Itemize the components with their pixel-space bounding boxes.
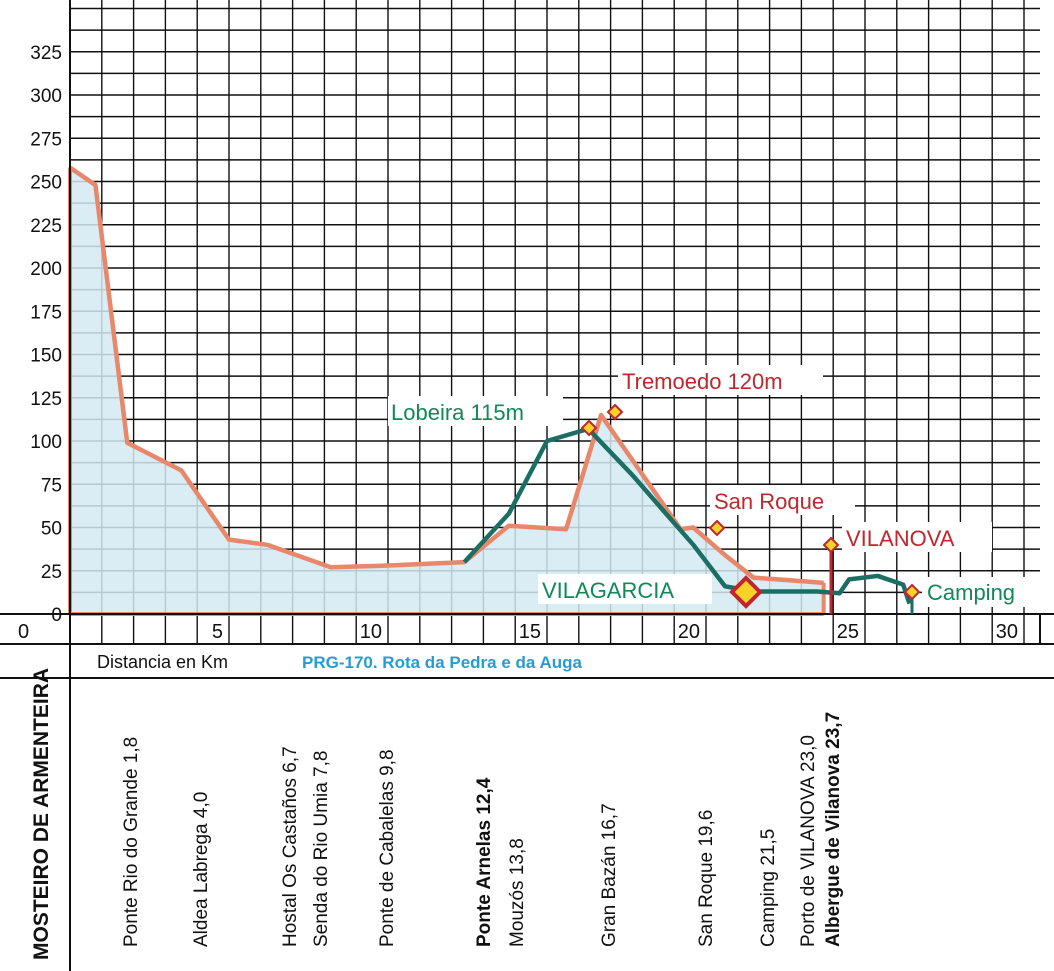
annotation-tremoedo: Tremoedo 120m: [622, 369, 783, 394]
stop-label: Senda do Rio Umia 7,8: [311, 751, 332, 947]
x-tick-label: 25: [837, 621, 859, 643]
annotations: Lobeira 115m Tremoedo 120m San Roque VILANO…: [388, 365, 1042, 614]
annotation-camping: Camping: [927, 580, 1015, 605]
stop-label: Mouzós 13,8: [507, 838, 528, 947]
y-tick-label: 0: [51, 605, 62, 626]
annotation-lobeira: Lobeira 115m: [391, 400, 524, 425]
y-tick-label: 50: [41, 519, 62, 540]
stop-label: Ponte de Cabalelas 9,8: [377, 749, 398, 947]
stop-label: Hostal Os Castaños 6,7: [280, 746, 301, 947]
stop-label: Gran Bazán 16,7: [599, 803, 620, 947]
chart-grid: [69, 0, 1040, 644]
route-stops: Ponte Rio do Grande 1,8 Aldea Labrega 4,0…: [121, 712, 844, 947]
annotation-vilagarcia: VILAGARCIA: [542, 578, 674, 603]
diamond-marker: [606, 403, 624, 421]
y-tick-label: 125: [30, 389, 62, 410]
x-tick-label: 10: [360, 621, 382, 643]
annotation-background: [388, 396, 563, 426]
stop-label: Porto de VILANOVA 23,0: [798, 735, 819, 947]
y-tick-label: 150: [30, 346, 62, 367]
y-tick-label: 175: [30, 302, 62, 323]
y-tick-label: 275: [30, 129, 62, 150]
annotation-background: [922, 577, 1042, 607]
y-tick-label: 25: [41, 562, 62, 583]
x-tick-label: 0: [18, 621, 29, 643]
x-tick-label: 30: [996, 621, 1018, 643]
elevation-line-red: [68, 165, 824, 586]
stop-label: Aldea Labrega 4,0: [191, 792, 212, 947]
stop-label: San Roque 19,6: [696, 810, 717, 947]
route-title: PRG-170. Rota da Pedra e da Auga: [302, 653, 582, 672]
y-tick-label: 300: [30, 86, 62, 107]
annotation-background: [710, 485, 855, 515]
y-tick-label: 100: [30, 432, 62, 453]
diamond-marker: [729, 575, 763, 609]
diamond-marker: [580, 419, 598, 437]
y-tick-label: 225: [30, 216, 62, 237]
annotation-vilanova: VILANOVA: [846, 526, 955, 551]
tick-labels: 0 25 50 75 100 125 150 175 200 225 250 275 300 325 0 5 1…: [18, 43, 1018, 643]
annotation-san-roque: San Roque: [714, 489, 824, 514]
y-tick-label: 250: [30, 173, 62, 194]
x-tick-label: 15: [519, 621, 541, 643]
y-tick-label: 200: [30, 259, 62, 280]
diamond-marker: [708, 519, 726, 537]
x-axis-label: Distancia en Km: [97, 652, 228, 672]
elevation-area-fill: [70, 167, 824, 614]
stop-label: Ponte Arnelas 12,4: [474, 777, 495, 947]
origin-label: MOSTEIRO DE ARMENTEIRA: [30, 668, 53, 960]
diamond-marker: [822, 536, 840, 554]
x-tick-label: 20: [678, 621, 700, 643]
annotation-background: [842, 522, 992, 552]
stop-label: Ponte Rio do Grande 1,8: [121, 737, 142, 947]
y-tick-label: 325: [30, 43, 62, 64]
annotation-background: [538, 574, 712, 604]
annotation-background: [618, 365, 823, 395]
elevation-area: [70, 167, 824, 614]
stop-label: Albergue de Vilanova 23,7: [823, 712, 844, 947]
y-tick-label: 75: [41, 475, 62, 496]
x-tick-label: 5: [212, 621, 223, 643]
stop-label: Camping 21,5: [758, 829, 779, 947]
